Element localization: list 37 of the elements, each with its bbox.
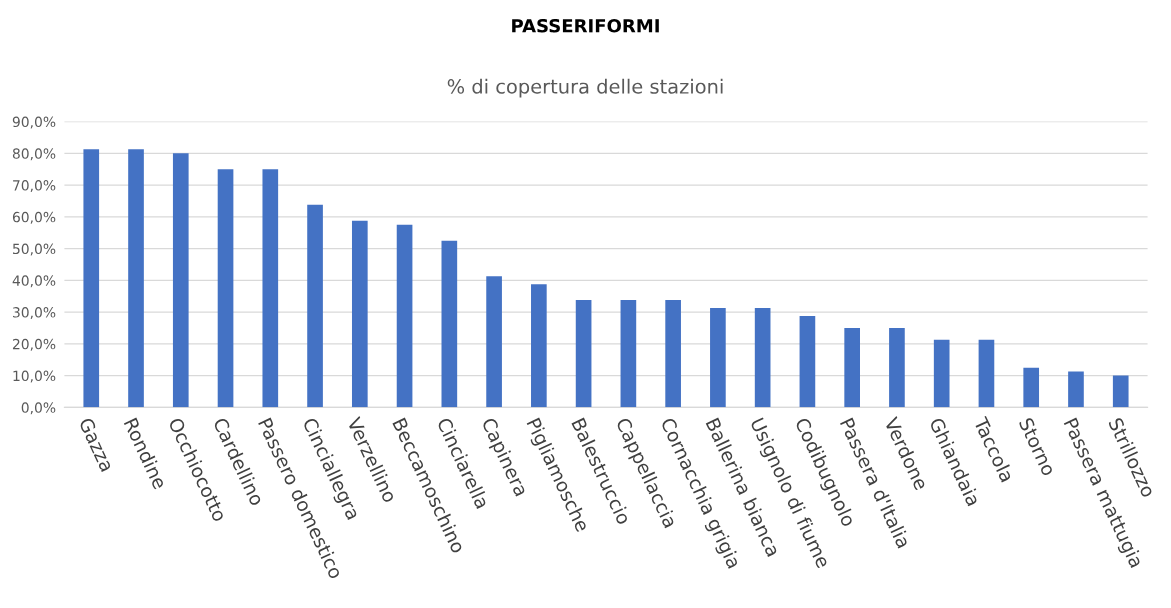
y-tick-label: 0,0% <box>21 402 56 415</box>
bar <box>754 307 771 408</box>
y-tick-label: 80,0% <box>12 148 56 161</box>
y-tick-label: 70,0% <box>13 180 56 192</box>
bar <box>217 169 234 408</box>
y-tick-label: 30,0% <box>13 307 56 319</box>
bar <box>531 284 547 408</box>
bar <box>1112 375 1129 408</box>
bar <box>665 300 681 408</box>
bar <box>307 204 323 408</box>
bar <box>1023 367 1040 408</box>
y-tick-label: 40,0% <box>12 275 56 288</box>
bar <box>486 276 502 408</box>
bar <box>978 339 995 408</box>
y-tick-label: 50,0% <box>13 243 56 256</box>
bar <box>710 307 726 408</box>
bar <box>172 153 189 408</box>
bar <box>441 240 458 408</box>
y-tick-label: 20,0% <box>12 338 56 351</box>
bar <box>844 327 860 408</box>
bar <box>575 300 592 408</box>
chart-title: PASSERIFORMI <box>512 18 659 33</box>
bar <box>889 327 905 408</box>
bar <box>799 315 816 408</box>
bar <box>262 169 279 408</box>
bar <box>83 149 100 408</box>
bar <box>620 300 637 408</box>
y-tick-label: 10,0% <box>13 370 56 383</box>
chart-subtitle: % di copertura delle stazioni <box>447 78 723 98</box>
bar <box>396 224 413 408</box>
bar <box>933 339 950 408</box>
bar <box>128 149 144 408</box>
y-tick-label: 60,0% <box>12 211 56 224</box>
x-tick-label: Gazza <box>78 416 115 473</box>
bar <box>351 220 368 408</box>
y-tick-label: 90,0% <box>12 116 56 129</box>
bar <box>1068 371 1084 408</box>
